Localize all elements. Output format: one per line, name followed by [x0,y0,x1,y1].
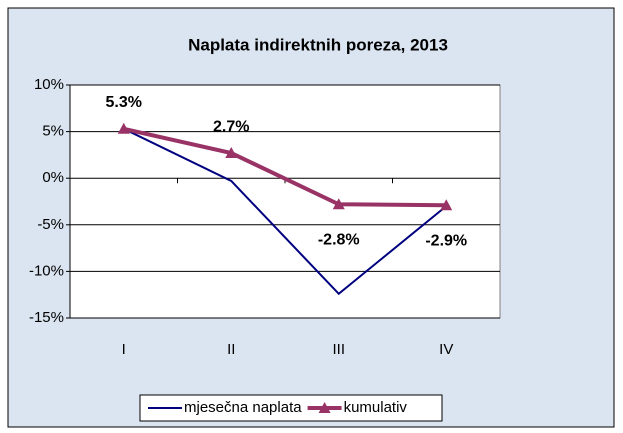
y-tick-label: 10% [34,76,64,93]
legend-marker [318,402,331,413]
marker [440,199,453,211]
legend-label: mjesečna naplata [184,399,302,416]
data-label: -2.9% [425,232,467,249]
y-tick-label: -5% [37,216,64,233]
marker [117,122,130,134]
y-tick-label: -15% [29,309,64,326]
x-tick-label: I [122,341,126,358]
marker [332,198,345,210]
x-tick-label: III [332,341,345,358]
marker [225,147,238,159]
legend-box [139,394,443,422]
x-tick-label: IV [439,341,453,358]
y-tick-label: -10% [29,262,64,279]
y-tick-label: 5% [42,123,64,140]
plot-area [69,84,501,319]
series-line [123,127,447,296]
legend-label: kumulativ [344,399,408,416]
data-label: 5.3% [106,94,142,111]
x-tick-label: II [227,341,235,358]
data-label: 2.7% [213,118,249,135]
series-line [123,126,447,208]
chart-title: Naplata indirektnih poreza, 2013 [188,35,448,54]
data-label: -2.8% [318,232,360,249]
y-tick-label: 0% [42,169,64,186]
